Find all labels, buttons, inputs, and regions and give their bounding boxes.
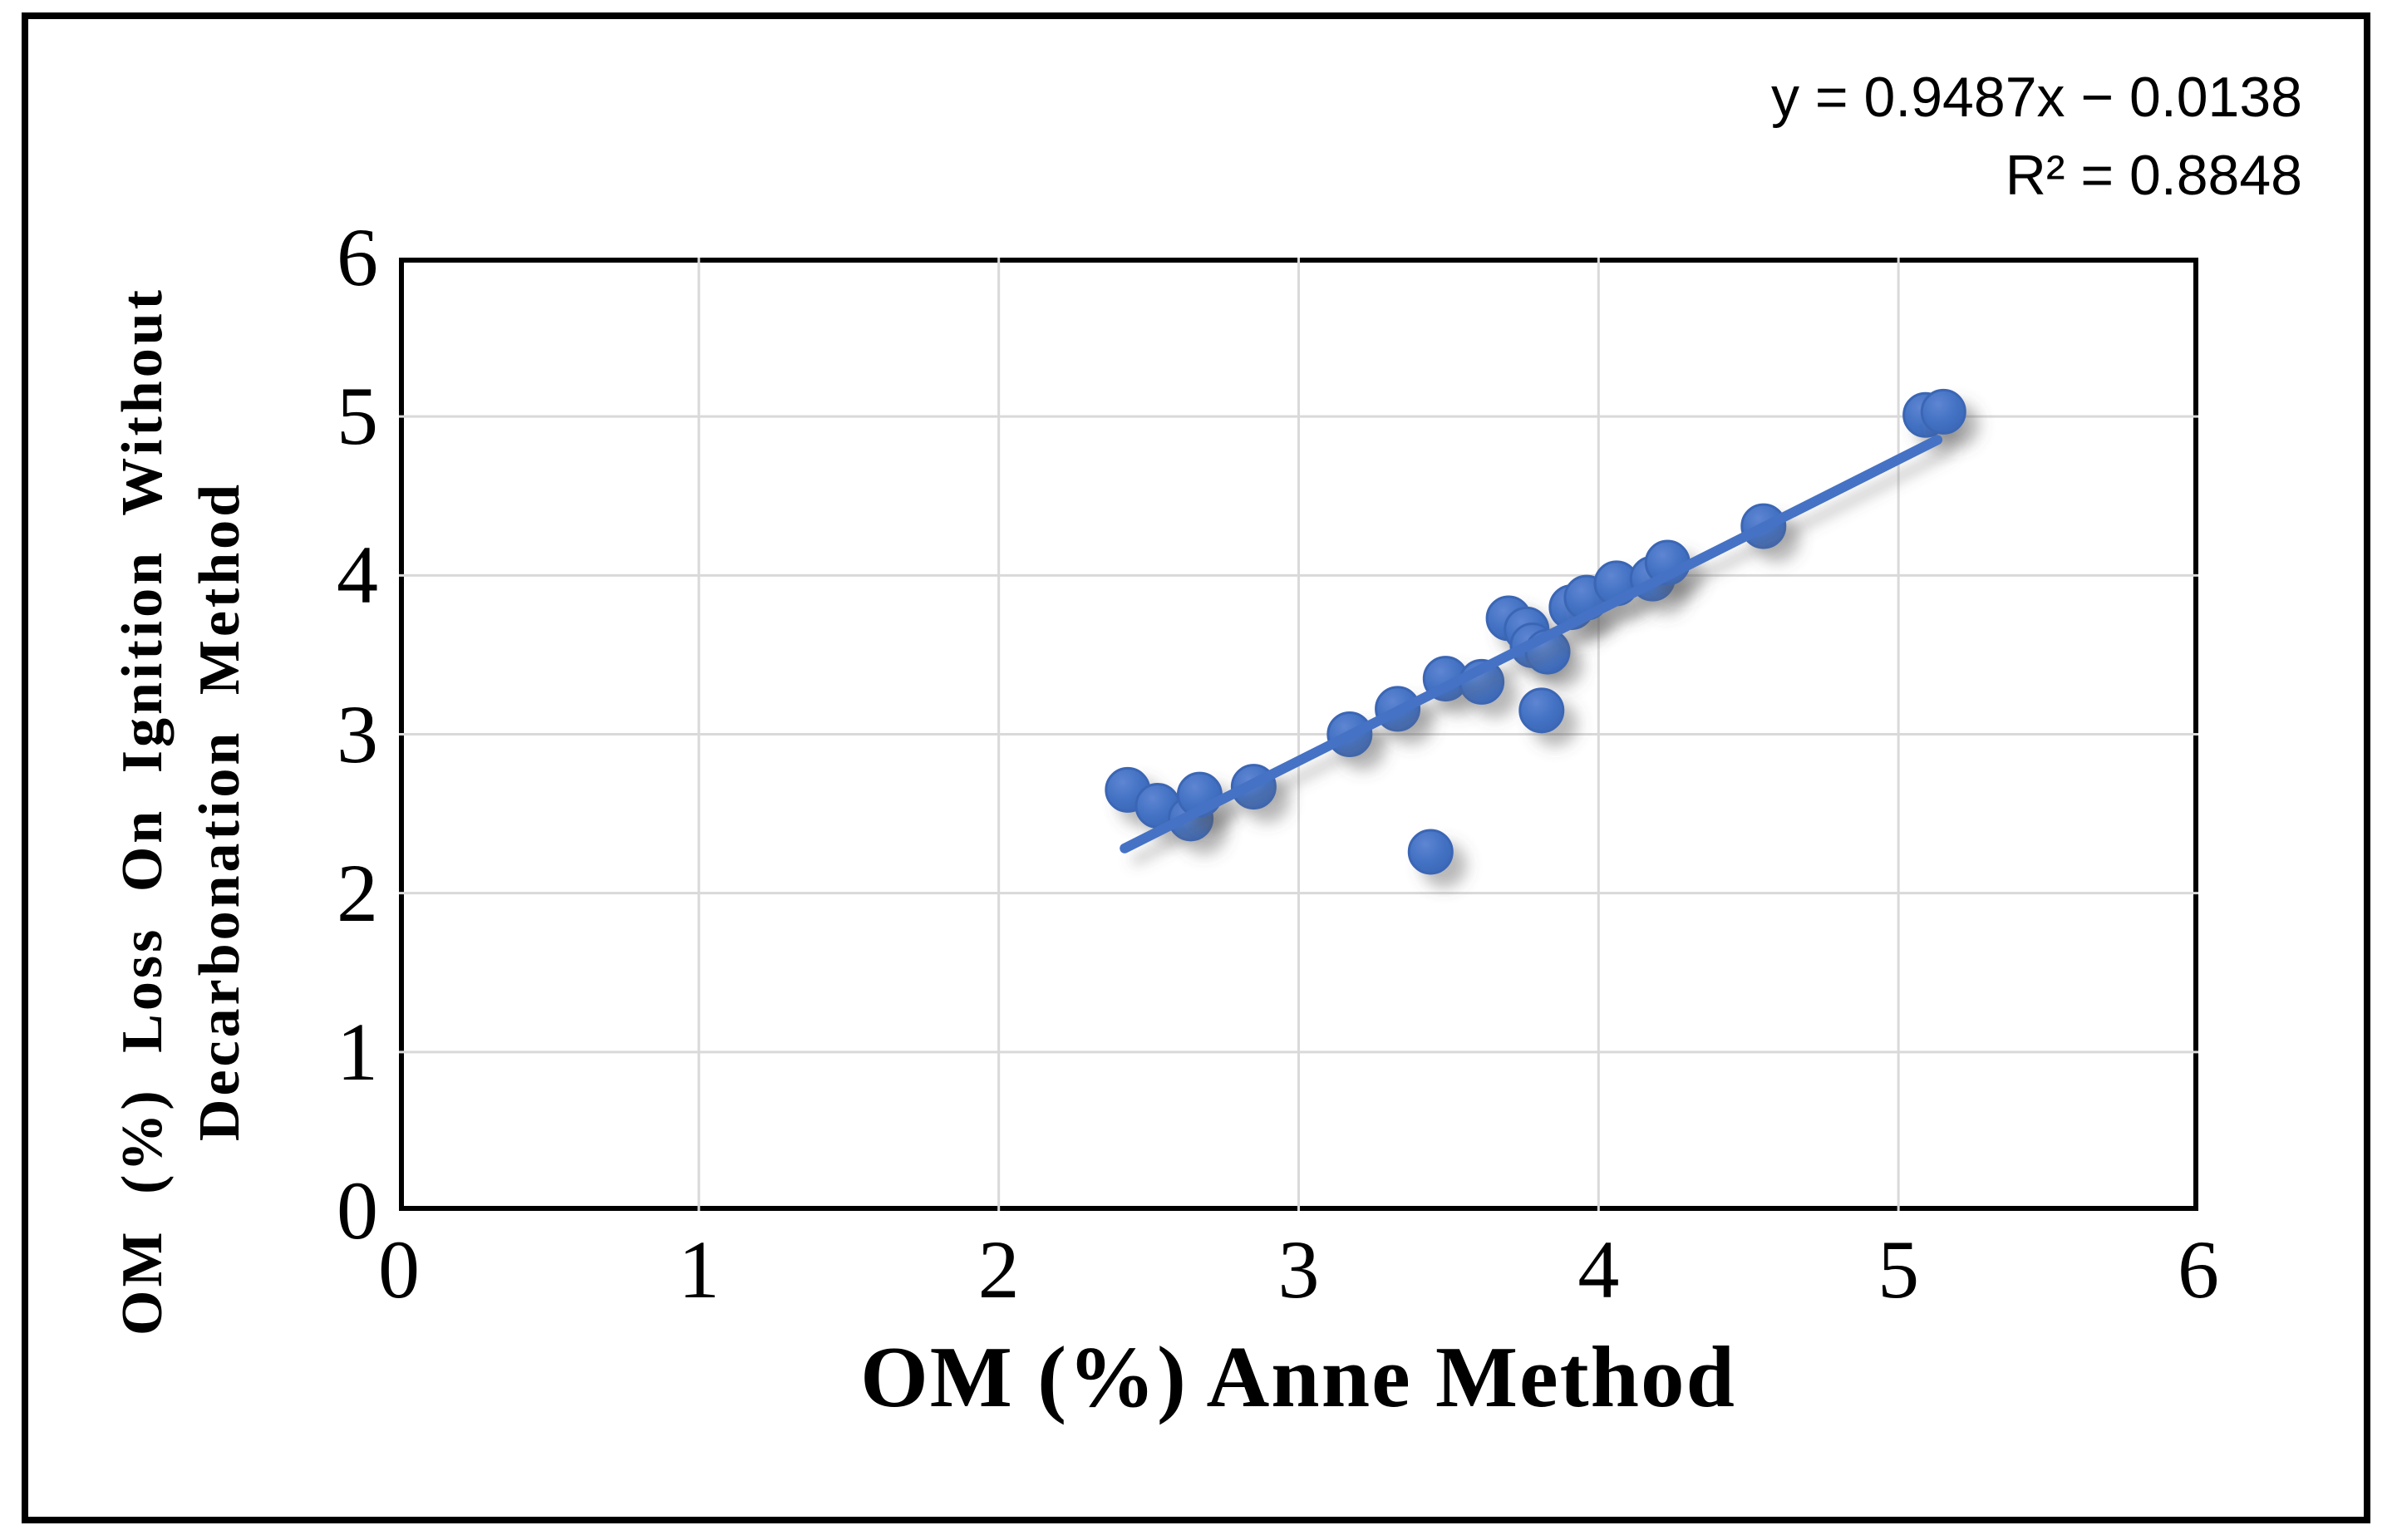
data-point (1518, 687, 1565, 734)
data-point (1920, 388, 1966, 435)
x-axis-title: OM (%) Anne Method (860, 1328, 1736, 1425)
x-tick-label: 4 (1577, 1223, 1620, 1316)
y-tick-label: 4 (337, 529, 378, 622)
y-axis-title: OM (%) Loss On Ignition Without Decarbon… (104, 229, 258, 1393)
x-tick-label: 1 (677, 1223, 720, 1316)
r-squared-label: R² = 0.8848 (2005, 144, 2302, 207)
y-axis-title-line2: Decarbonation Method (188, 480, 252, 1142)
y-tick-label: 0 (337, 1164, 378, 1257)
y-tick-label: 6 (337, 211, 378, 303)
y-axis-title-line1: OM (%) Loss On Ignition Without (111, 287, 175, 1336)
x-tick-label: 0 (378, 1223, 420, 1316)
data-points (1105, 388, 1966, 875)
data-point (1407, 829, 1454, 875)
equation-label: y = 0.9487x − 0.0138 (1771, 66, 2302, 129)
trendline-segment (1120, 435, 1943, 854)
trendline-annotation: y = 0.9487x − 0.0138 R² = 0.8848 (1771, 58, 2302, 214)
y-tick-label: 1 (337, 1005, 378, 1098)
y-tick-label: 3 (337, 687, 378, 780)
x-tick-label: 3 (1277, 1223, 1320, 1316)
y-tick-label: 5 (337, 370, 378, 463)
figure-border (22, 12, 2370, 1523)
x-tick-label: 6 (2178, 1223, 2219, 1316)
x-tick-label: 5 (1878, 1223, 1920, 1316)
x-tick-label: 2 (977, 1223, 1020, 1316)
gridlines (399, 258, 2198, 1211)
trendline (1120, 435, 1943, 854)
scatter-plot (399, 258, 2198, 1211)
y-tick-label: 2 (337, 846, 378, 939)
